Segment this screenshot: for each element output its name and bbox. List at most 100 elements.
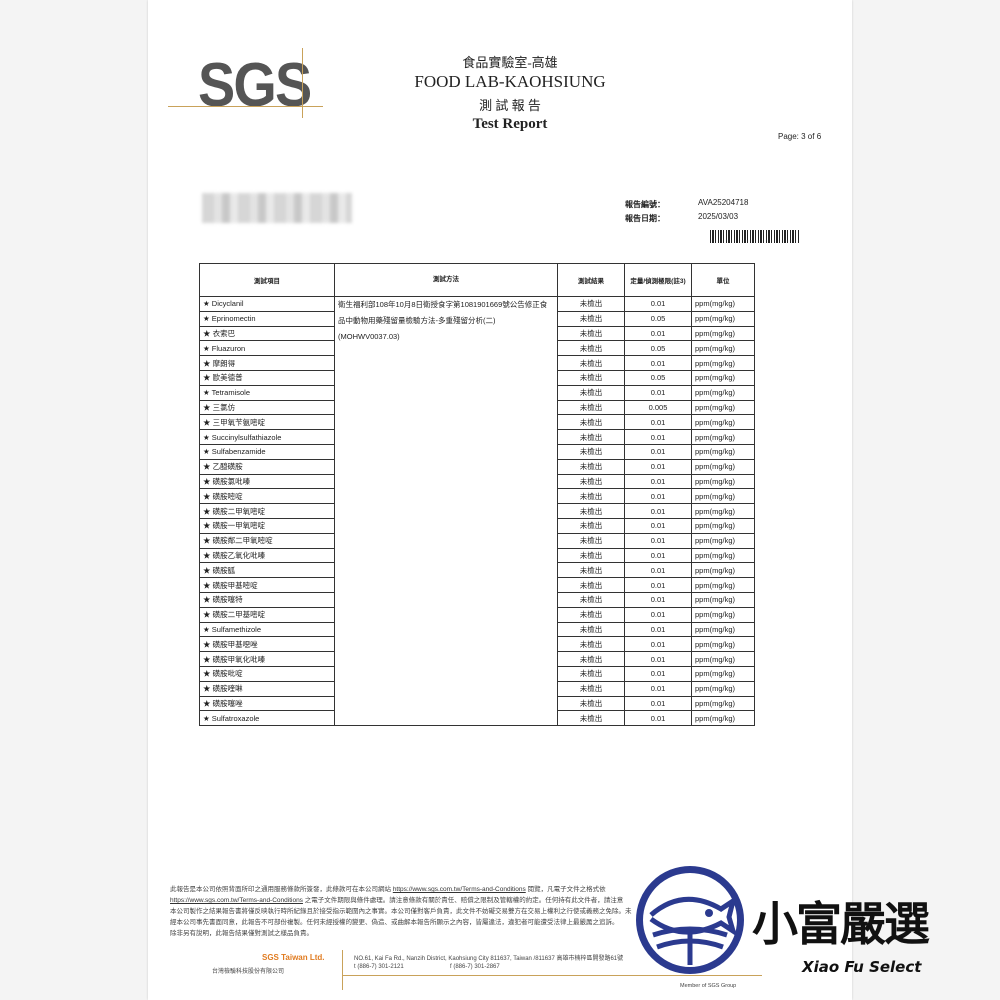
unit: ppm(mg/kg) bbox=[691, 651, 755, 667]
detection-limit: 0.01 bbox=[624, 680, 692, 697]
test-result: 未檢出 bbox=[557, 355, 625, 371]
detection-limit: 0.01 bbox=[624, 547, 692, 564]
test-item: ★ 磺胺嘧啶 bbox=[199, 488, 335, 505]
table-row: ★ 磺胺胍 未檢出 0.01 ppm(mg/kg) bbox=[199, 562, 755, 579]
company-en: SGS Taiwan Ltd. bbox=[262, 953, 325, 962]
detection-limit: 0.01 bbox=[624, 562, 692, 579]
detection-limit: 0.01 bbox=[624, 517, 692, 534]
test-result: 未檢出 bbox=[557, 296, 625, 312]
test-item: ★ 磺胺甲基噁唑 bbox=[199, 636, 335, 653]
table-row: ★ Dicyclanil 衛生福利部108年10月8日衛授食字第108190166… bbox=[199, 295, 755, 727]
table-row: ★ 磺胺甲基噁唑 未檢出 0.01 ppm(mg/kg) bbox=[199, 636, 755, 653]
test-item: ★ 磺胺二甲基嘧啶 bbox=[199, 606, 335, 623]
unit: ppm(mg/kg) bbox=[691, 310, 755, 327]
test-item: ★ 磺胺噻唑 bbox=[199, 695, 335, 712]
test-item: ★ Dicyclanil bbox=[199, 296, 335, 312]
page-number: Page: 3 of 6 bbox=[778, 132, 822, 141]
terms-link[interactable]: https://www.sgs.com.tw/Terms-and-Conditi… bbox=[170, 897, 303, 904]
test-result: 未檢出 bbox=[557, 429, 625, 445]
detection-limit: 0.01 bbox=[624, 414, 692, 431]
col-header: 測試方法 bbox=[334, 263, 558, 297]
unit: ppm(mg/kg) bbox=[691, 665, 755, 682]
detection-limit: 0.01 bbox=[624, 606, 692, 623]
test-item: ★ 歐美德普 bbox=[199, 369, 335, 386]
table-row: ★ Sulfamethizole 未檢出 0.01 ppm(mg/kg) bbox=[199, 621, 755, 638]
detection-limit: 0.005 bbox=[624, 399, 692, 416]
test-result: 未檢出 bbox=[557, 710, 625, 727]
test-item: ★ 三氯仿 bbox=[199, 399, 335, 416]
detection-limit: 0.01 bbox=[624, 488, 692, 505]
unit: ppm(mg/kg) bbox=[691, 296, 755, 312]
test-item: ★ 磺胺胍 bbox=[199, 562, 335, 579]
detection-limit: 0.01 bbox=[624, 473, 692, 490]
table-row: ★ 衣索巴 未檢出 0.01 ppm(mg/kg) bbox=[199, 325, 755, 342]
test-method: 衛生福利部108年10月8日衛授食字第1081901669號公告修正食品中動物用… bbox=[334, 295, 558, 727]
test-item: ★ Sulfamethizole bbox=[199, 621, 335, 638]
lab-name-en: FOOD LAB-KAOHSIUNG bbox=[414, 72, 606, 91]
unit: ppm(mg/kg) bbox=[691, 325, 755, 342]
address: NO.61, Kai Fa Rd., Nanzih District, Kaoh… bbox=[354, 956, 624, 962]
terms-line: 之電子文件期限與條件處理。請注意條款有關於責任、賠償之限制及管轄權的約定。任何持… bbox=[304, 897, 624, 904]
test-result: 未檢出 bbox=[557, 488, 625, 505]
test-item: ★ 磺胺乙氧化吡嗪 bbox=[199, 547, 335, 564]
table-row: ★ 三甲氧苄氨嘧啶 未檢出 0.01 ppm(mg/kg) bbox=[199, 414, 755, 431]
terms-link[interactable]: https://www.sgs.com.tw/Terms-and-Conditi… bbox=[392, 886, 526, 893]
terms-line: 閱覽，凡電子文件之格式依 bbox=[527, 886, 606, 893]
fish-logo-icon bbox=[636, 866, 744, 974]
test-result: 未檢出 bbox=[557, 591, 625, 608]
redacted-client bbox=[202, 193, 352, 223]
terms-line: 除非另有說明，此報告結果僅對測試之樣品負責。 bbox=[170, 930, 313, 937]
detection-limit: 0.01 bbox=[624, 458, 692, 475]
phone: t (886-7) 301-2121 bbox=[354, 964, 404, 970]
date-label: 報告日期： bbox=[625, 214, 665, 223]
test-result: 未檢出 bbox=[557, 577, 625, 593]
test-item: ★ Sulfatroxazole bbox=[199, 710, 335, 727]
unit: ppm(mg/kg) bbox=[691, 577, 755, 593]
terms-text: 此報告是本公司依照背面所印之通用服務條款所簽發，此條款可在本公司網站 https… bbox=[170, 884, 830, 939]
test-item: ★ Tetramisole bbox=[199, 384, 335, 401]
detection-limit: 0.01 bbox=[624, 710, 692, 727]
detection-limit: 0.01 bbox=[624, 325, 692, 342]
unit: ppm(mg/kg) bbox=[691, 443, 755, 460]
test-result: 未檢出 bbox=[557, 680, 625, 697]
terms-line: 經本公司事先書面同意，此報告不可部份複製。任何未經授權的變更、偽造、或曲解本報告… bbox=[170, 919, 619, 926]
table-row: ★ 磺胺一甲氧嘧啶 未檢出 0.01 ppm(mg/kg) bbox=[199, 517, 755, 534]
test-item: ★ 磺胺喹啉 bbox=[199, 680, 335, 697]
test-item: ★ 磺胺鄰二甲氧嘧啶 bbox=[199, 532, 335, 549]
detection-limit: 0.01 bbox=[624, 651, 692, 667]
title-zh: 測 試 報 告 bbox=[479, 98, 541, 113]
logo-rule bbox=[168, 106, 323, 107]
test-result: 未檢出 bbox=[557, 384, 625, 401]
detection-limit: 0.05 bbox=[624, 340, 692, 357]
detection-limit: 0.01 bbox=[624, 384, 692, 401]
table-row: ★ 三氯仿 未檢出 0.005 ppm(mg/kg) bbox=[199, 399, 755, 416]
table-row: ★ Tetramisole 未檢出 0.01 ppm(mg/kg) bbox=[199, 384, 755, 401]
test-result: 未檢出 bbox=[557, 547, 625, 564]
detection-limit: 0.05 bbox=[624, 310, 692, 327]
unit: ppm(mg/kg) bbox=[691, 503, 755, 519]
fax: f (886-7) 301-2867 bbox=[450, 964, 500, 970]
unit: ppm(mg/kg) bbox=[691, 562, 755, 579]
test-result: 未檢出 bbox=[557, 443, 625, 460]
unit: ppm(mg/kg) bbox=[691, 695, 755, 712]
table-row: ★ 磺胺嘧啶 未檢出 0.01 ppm(mg/kg) bbox=[199, 488, 755, 505]
test-item: ★ 摩朗得 bbox=[199, 355, 335, 371]
test-result: 未檢出 bbox=[557, 473, 625, 490]
footer-rule bbox=[342, 975, 762, 976]
test-item: ★ Succinylsulfathiazole bbox=[199, 429, 335, 445]
test-result: 未檢出 bbox=[557, 606, 625, 623]
unit: ppm(mg/kg) bbox=[691, 340, 755, 357]
lab-name-zh: 食品實驗室-高雄 bbox=[462, 55, 558, 70]
test-result: 未檢出 bbox=[557, 503, 625, 519]
test-item: ★ 磺胺甲氧化吡嗪 bbox=[199, 651, 335, 667]
unit: ppm(mg/kg) bbox=[691, 473, 755, 490]
report-no: AVA25204718 bbox=[698, 198, 749, 207]
test-item: ★ Fluazuron bbox=[199, 340, 335, 357]
test-item: ★ 三甲氧苄氨嘧啶 bbox=[199, 414, 335, 431]
title-en: Test Report bbox=[472, 116, 548, 132]
detection-limit: 0.01 bbox=[624, 665, 692, 682]
unit: ppm(mg/kg) bbox=[691, 488, 755, 505]
test-item: ★ 磺胺吡啶 bbox=[199, 665, 335, 682]
sgs-logo: SGS bbox=[198, 51, 312, 120]
table-row: ★ 磺胺噻唑 未檢出 0.01 ppm(mg/kg) bbox=[199, 695, 755, 712]
